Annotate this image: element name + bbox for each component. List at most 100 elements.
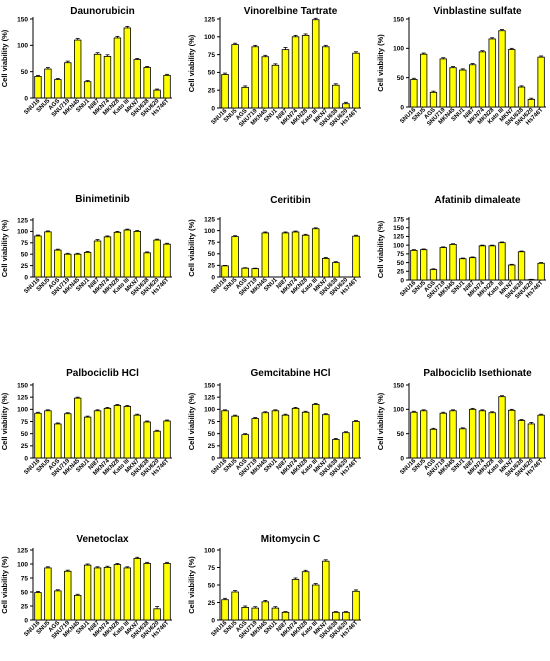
y-tick-label: 125 xyxy=(17,394,28,401)
bar xyxy=(459,428,467,459)
y-tick-label: 125 xyxy=(204,216,215,223)
y-tick-label: 25 xyxy=(21,603,29,610)
bar xyxy=(508,409,516,459)
bar xyxy=(241,607,249,621)
y-tick-label: 0 xyxy=(400,104,404,111)
bar xyxy=(342,611,350,621)
y-tick-label: 0 xyxy=(400,277,404,284)
bar xyxy=(420,53,428,108)
bar xyxy=(153,608,161,621)
bar xyxy=(103,236,112,278)
bar xyxy=(459,69,467,108)
bar xyxy=(449,67,457,108)
bar xyxy=(54,590,62,621)
bar xyxy=(64,570,72,621)
y-tick-label: 0 xyxy=(24,617,28,624)
y-tick-label: 125 xyxy=(204,394,215,401)
y-tick-label: 0 xyxy=(24,455,28,462)
bar xyxy=(103,566,112,621)
bar xyxy=(420,249,428,281)
y-tick-label: 75 xyxy=(397,251,405,258)
chart-panel: Ceritibin Cell viability (%) 0 25 50 75 100 125… xyxy=(187,195,361,297)
y-tick-label: 75 xyxy=(21,419,29,426)
y-axis-label: Cell viability (%) xyxy=(187,392,196,450)
y-tick-label: 25 xyxy=(208,443,216,450)
y-tick-label: 0 xyxy=(400,455,404,462)
bar xyxy=(281,611,290,621)
bar xyxy=(83,251,92,278)
y-tick-label: 50 xyxy=(208,251,216,258)
bar xyxy=(410,249,418,281)
bar xyxy=(478,410,487,459)
y-axis-label: Cell viability (%) xyxy=(0,29,9,87)
bar xyxy=(143,252,151,278)
bar xyxy=(301,234,310,278)
bar xyxy=(231,415,239,459)
bar xyxy=(281,414,290,459)
bar xyxy=(93,53,102,99)
y-axis-label: Cell viability (%) xyxy=(187,219,196,277)
bar xyxy=(291,36,300,109)
y-tick-label: 100 xyxy=(393,46,404,53)
y-tick-label: 150 xyxy=(17,16,28,23)
bar xyxy=(64,253,72,278)
chart-panel: Palbociclib Isethionate Cell viability (%… xyxy=(376,368,546,478)
y-axis-label: Cell viability (%) xyxy=(187,34,196,92)
bar xyxy=(261,56,270,109)
y-tick-label: 25 xyxy=(208,88,216,95)
bar xyxy=(34,76,42,99)
bar xyxy=(332,439,340,459)
y-tick-label: 150 xyxy=(393,16,404,23)
bar xyxy=(143,421,151,459)
bar xyxy=(44,410,52,459)
bar xyxy=(54,423,62,459)
bar xyxy=(301,34,310,109)
y-tick-label: 50 xyxy=(397,75,405,82)
y-tick-label: 50 xyxy=(397,260,405,267)
bar xyxy=(93,410,102,459)
chart-title: Vinorelbine Tartrate xyxy=(244,6,338,17)
chart-panel: Vinblastine sulfate Cell viability (%) 0 50… xyxy=(376,6,546,127)
bar xyxy=(352,421,360,459)
y-tick-label: 0 xyxy=(211,617,215,624)
bar xyxy=(143,563,151,621)
bar xyxy=(44,68,52,99)
bar xyxy=(537,262,545,281)
bar xyxy=(498,30,506,108)
bar xyxy=(123,567,131,621)
bar xyxy=(311,584,320,621)
bar xyxy=(301,411,310,459)
chart-title: Palbociclib HCl xyxy=(66,368,139,379)
y-axis-label: Cell viability (%) xyxy=(0,556,9,614)
chart-panel: Venetoclax Cell viability (%) 0 25 50 75 100 12… xyxy=(0,534,172,640)
y-tick-label: 0 xyxy=(211,105,215,112)
y-tick-label: 100 xyxy=(17,561,28,568)
bar xyxy=(103,407,112,459)
bar xyxy=(410,79,418,108)
chart-title: Gemcitabine HCl xyxy=(250,368,330,379)
y-tick-label: 125 xyxy=(17,217,28,224)
bar xyxy=(74,397,82,459)
bar xyxy=(123,27,131,99)
y-tick-label: 100 xyxy=(17,407,28,414)
bar xyxy=(123,406,131,459)
bar xyxy=(93,240,102,278)
bar xyxy=(153,430,161,459)
bar xyxy=(113,37,122,99)
bar xyxy=(498,242,506,281)
y-tick-label: 0 xyxy=(211,274,215,281)
bar xyxy=(44,231,52,278)
bar xyxy=(221,265,229,278)
y-tick-label: 150 xyxy=(204,382,215,389)
chart-title: Mitomycin C xyxy=(261,534,320,545)
bar xyxy=(54,79,62,99)
bar xyxy=(342,103,350,109)
bar xyxy=(332,262,340,278)
bar xyxy=(44,567,52,621)
bar xyxy=(133,230,141,278)
bar xyxy=(113,564,122,621)
y-tick-label: 75 xyxy=(21,240,29,247)
bar xyxy=(537,414,545,459)
chart-title: Ceritibin xyxy=(270,195,311,206)
